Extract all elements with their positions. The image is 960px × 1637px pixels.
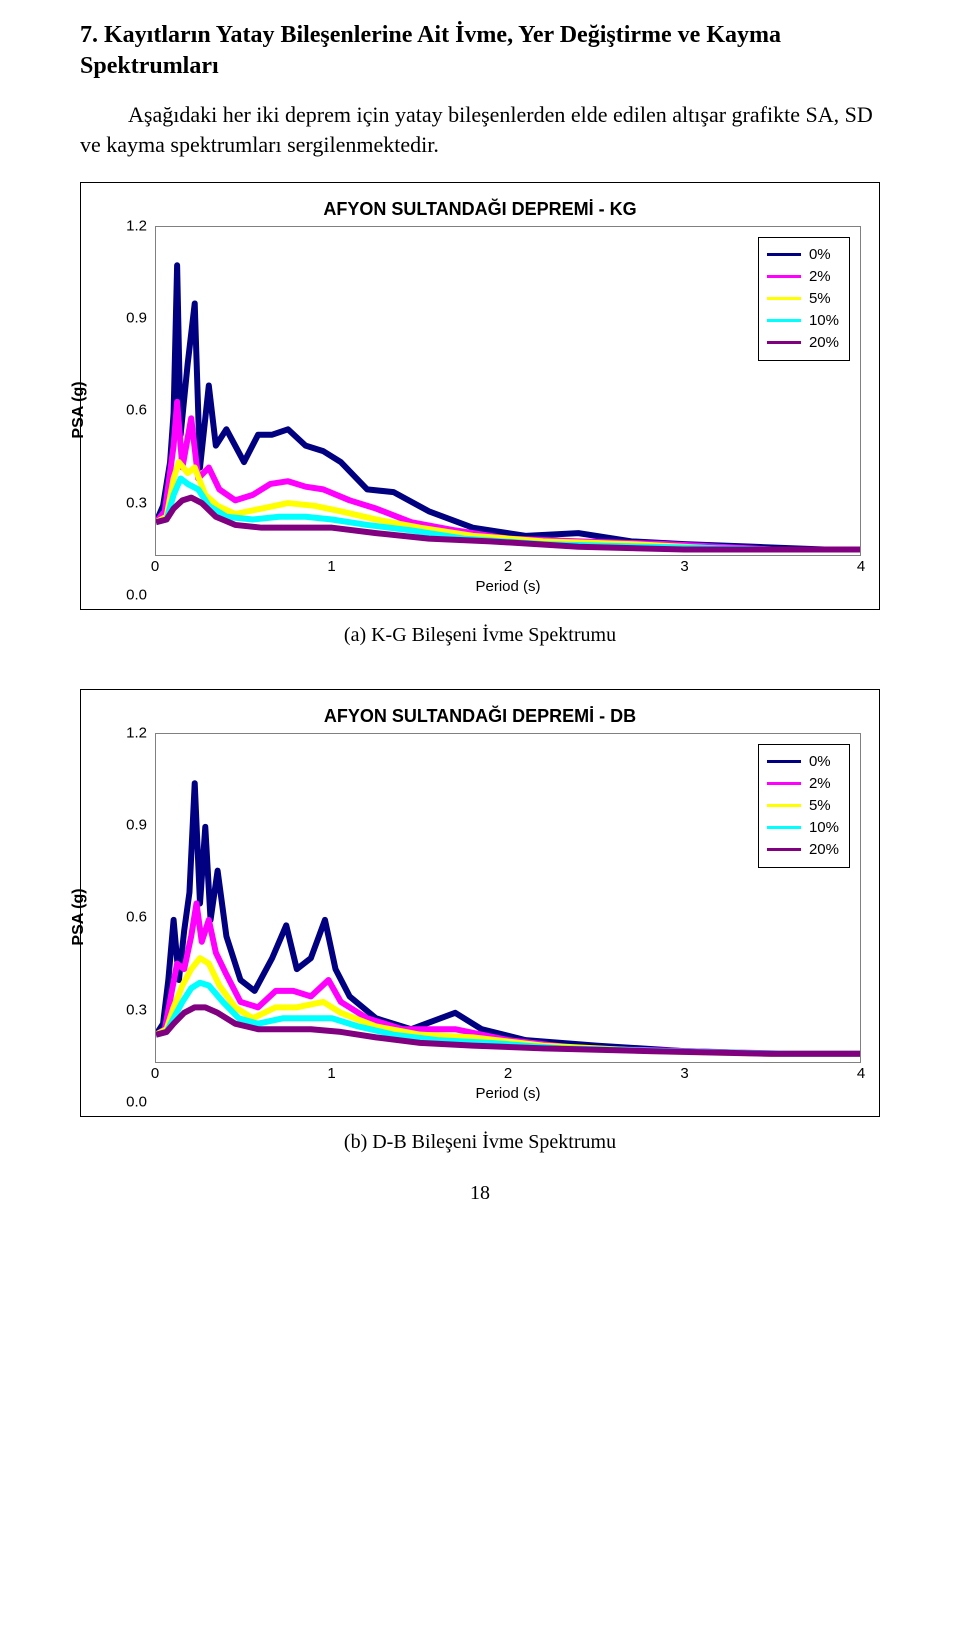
y-axis-label: PSA (g) <box>70 382 88 439</box>
plot-wrap-kg: PSA (g) 0.00.30.60.91.2 0%2%5%10%20% 012… <box>99 226 861 595</box>
legend-label: 0% <box>809 246 831 263</box>
legend-row: 0% <box>767 244 839 266</box>
chart-frame-db: AFYON SULTANDAĞI DEPREMİ - DB PSA (g) 0.… <box>80 689 880 1117</box>
y-tick-label: 0.9 <box>126 817 147 834</box>
y-ticks: 0.00.30.60.91.2 <box>99 226 155 595</box>
x-axis-label: Period (s) <box>155 578 861 595</box>
x-tick-label: 1 <box>327 558 335 575</box>
plot-area-kg: 0% 2% 5% 10% 20% <box>155 226 861 556</box>
legend-row: 5% <box>767 795 839 817</box>
section-heading: 7. Kayıtların Yatay Bileşenlerine Ait İv… <box>80 20 880 82</box>
x-tick-label: 1 <box>327 1065 335 1082</box>
x-ticks: 01234 <box>155 1063 861 1085</box>
legend-label: 20% <box>809 334 839 351</box>
legend-swatch <box>767 804 801 807</box>
y-tick-label: 0.9 <box>126 310 147 327</box>
series-line <box>156 497 860 549</box>
chart-title-db: AFYON SULTANDAĞI DEPREMİ - DB <box>99 706 861 727</box>
legend-row: 2% <box>767 266 839 288</box>
y-tick-label: 0.6 <box>126 402 147 419</box>
y-tick-label: 0.3 <box>126 494 147 511</box>
y-ticks: 0.00.30.60.91.2 <box>99 733 155 1102</box>
legend-row: 20% <box>767 332 839 354</box>
legend-swatch <box>767 826 801 829</box>
legend-swatch <box>767 275 801 278</box>
series-line <box>156 462 860 549</box>
y-tick-label: 1.2 <box>126 217 147 234</box>
legend-label: 10% <box>809 819 839 836</box>
y-tick-label: 0.0 <box>126 1093 147 1110</box>
legend-row: 10% <box>767 310 839 332</box>
x-tick-label: 0 <box>151 558 159 575</box>
legend-label: 2% <box>809 775 831 792</box>
legend-swatch <box>767 760 801 763</box>
caption-a: (a) K-G Bileşeni İvme Spektrumu <box>80 624 880 647</box>
x-ticks: 01234 <box>155 556 861 578</box>
legend-row: 2% <box>767 773 839 795</box>
legend-swatch <box>767 297 801 300</box>
series-line <box>156 982 860 1053</box>
x-tick-label: 3 <box>680 558 688 575</box>
legend-swatch <box>767 319 801 322</box>
y-tick-label: 0.6 <box>126 909 147 926</box>
x-tick-label: 2 <box>504 1065 512 1082</box>
page-number: 18 <box>80 1182 880 1205</box>
legend-row: 0% <box>767 751 839 773</box>
caption-b: (b) D-B Bileşeni İvme Spektrumu <box>80 1131 880 1154</box>
legend-label: 10% <box>809 312 839 329</box>
legend-row: 10% <box>767 817 839 839</box>
y-tick-label: 0.3 <box>126 1001 147 1018</box>
legend-kg: 0% 2% 5% 10% 20% <box>758 237 850 361</box>
x-tick-label: 4 <box>857 1065 865 1082</box>
legend-label: 5% <box>809 290 831 307</box>
x-tick-label: 4 <box>857 558 865 575</box>
x-tick-label: 0 <box>151 1065 159 1082</box>
legend-row: 5% <box>767 288 839 310</box>
plot-area-db: 0% 2% 5% 10% 20% <box>155 733 861 1063</box>
legend-swatch <box>767 341 801 344</box>
x-tick-label: 2 <box>504 558 512 575</box>
legend-label: 0% <box>809 753 831 770</box>
intro-paragraph: Aşağıdaki her iki deprem için yatay bile… <box>80 100 880 159</box>
x-axis-label: Period (s) <box>155 1085 861 1102</box>
legend-db: 0% 2% 5% 10% 20% <box>758 744 850 868</box>
y-tick-label: 0.0 <box>126 586 147 603</box>
legend-label: 5% <box>809 797 831 814</box>
legend-row: 20% <box>767 839 839 861</box>
legend-label: 2% <box>809 268 831 285</box>
chart-title-kg: AFYON SULTANDAĞI DEPREMİ - KG <box>99 199 861 220</box>
plot-wrap-db: PSA (g) 0.00.30.60.91.2 0%2%5%10%20% 012… <box>99 733 861 1102</box>
y-axis-label: PSA (g) <box>70 889 88 946</box>
x-tick-label: 3 <box>680 1065 688 1082</box>
y-tick-label: 1.2 <box>126 724 147 741</box>
chart-frame-kg: AFYON SULTANDAĞI DEPREMİ - KG PSA (g) 0.… <box>80 182 880 610</box>
legend-label: 20% <box>809 841 839 858</box>
legend-swatch <box>767 848 801 851</box>
legend-swatch <box>767 782 801 785</box>
legend-swatch <box>767 253 801 256</box>
